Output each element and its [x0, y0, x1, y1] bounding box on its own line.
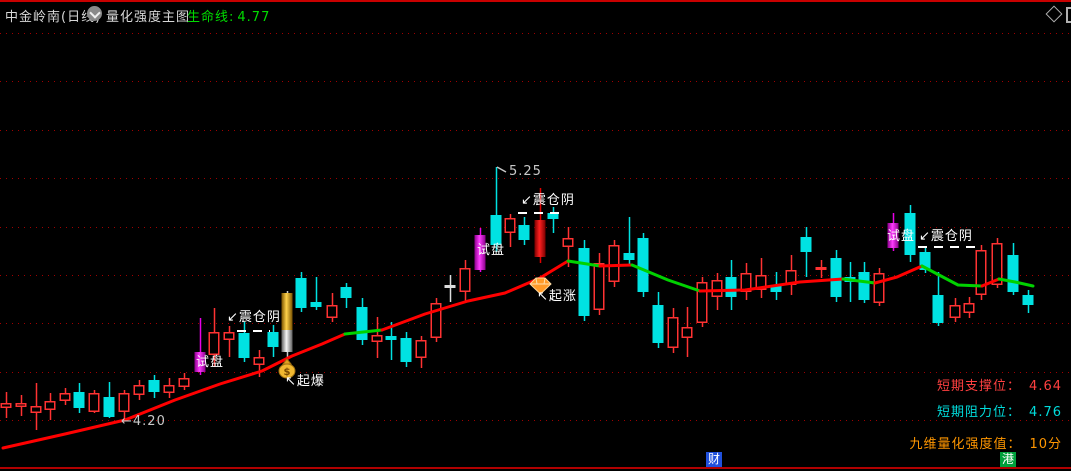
strength-label: 九维量化强度值：: [909, 437, 1022, 452]
candle: [340, 283, 352, 308]
candle: [755, 258, 767, 298]
candle: [904, 205, 916, 262]
support-readout: 短期支撑位： 4.64: [937, 375, 1062, 394]
chevron-down-icon[interactable]: [87, 6, 102, 21]
candle: [623, 217, 635, 264]
candle: [547, 207, 559, 233]
resistance-label: 短期阻力位：: [937, 405, 1022, 420]
candle: [608, 240, 620, 287]
candle: [163, 378, 175, 398]
candle: [223, 326, 235, 357]
candle: [830, 250, 842, 302]
support-value: 4.64: [1029, 379, 1062, 394]
candle: [725, 260, 737, 310]
candle: [356, 298, 368, 345]
candles-layer: [0, 167, 1034, 430]
candle: [740, 263, 752, 300]
candle: [490, 167, 502, 252]
candle: [238, 322, 250, 362]
candle: [474, 228, 486, 272]
candle: [887, 213, 899, 251]
candle: [88, 390, 100, 413]
candle: [73, 383, 85, 413]
svg-text:$: $: [284, 367, 291, 378]
candle: [194, 318, 206, 375]
price-pointer-line: [496, 166, 507, 173]
candle: [371, 317, 383, 358]
candle: [1022, 290, 1034, 313]
candle: [696, 277, 708, 327]
candle: [815, 260, 827, 278]
square-icon[interactable]: [1066, 7, 1071, 23]
candle: [15, 395, 27, 416]
candle: [518, 217, 530, 245]
candle: [0, 392, 12, 418]
candle: [949, 298, 961, 322]
candle: [385, 322, 397, 360]
badge-cai[interactable]: 财: [706, 452, 722, 467]
candle: [59, 388, 71, 405]
resistance-readout: 短期阻力位： 4.76: [937, 401, 1062, 420]
lifeline-readout: 生命线: 4.77: [187, 6, 273, 25]
strength-readout: 九维量化强度值： 10分: [909, 433, 1062, 452]
candle: [430, 298, 442, 342]
candle: [975, 245, 987, 300]
top-border: [0, 0, 1071, 2]
candle: [652, 292, 664, 348]
candle: [873, 268, 885, 306]
candle: [578, 240, 590, 321]
candle: [932, 272, 944, 326]
candle: [118, 390, 130, 420]
candle: [44, 393, 56, 420]
gem-icon: [529, 277, 552, 295]
bottom-border: [0, 467, 1071, 469]
candle: [963, 297, 975, 318]
badge-gang[interactable]: 港: [1000, 452, 1016, 467]
symbol-title: 中金岭南(日线): [5, 10, 102, 25]
candle: [681, 307, 693, 357]
lifeline-label: 生命线:: [187, 10, 235, 25]
indicator-title[interactable]: 量化强度主图: [106, 10, 191, 25]
candle: [415, 336, 427, 368]
candle: [400, 332, 412, 367]
candle: [281, 291, 293, 360]
moneybag-icon: $: [278, 358, 296, 379]
lifeline-value: 4.77: [237, 10, 271, 25]
candle: [844, 262, 856, 302]
candle: [800, 227, 812, 277]
candle: [534, 188, 546, 263]
candle: [133, 380, 145, 400]
strength-value: 10分: [1029, 437, 1062, 452]
candle: [148, 375, 160, 398]
candle: [459, 260, 471, 302]
support-label: 短期支撑位：: [937, 379, 1022, 394]
candle: [785, 255, 797, 295]
candle: [310, 277, 322, 310]
signal-marks: $: [237, 166, 975, 379]
header: 中金岭南(日线) 量化强度主图 生命线: 4.77: [0, 4, 1071, 25]
candle: [504, 214, 516, 247]
candle: [444, 275, 456, 302]
candle: [593, 253, 605, 315]
candle: [178, 373, 190, 390]
lifeline: [1, 259, 1035, 450]
candle: [1007, 243, 1019, 295]
candle: [326, 293, 338, 322]
candle: [667, 308, 679, 353]
candle: [295, 272, 307, 312]
candle: [267, 325, 279, 357]
candle: [208, 308, 220, 367]
candle: [103, 382, 115, 418]
candle: [30, 383, 42, 430]
candle: [637, 233, 649, 297]
resistance-value: 4.76: [1029, 405, 1062, 420]
